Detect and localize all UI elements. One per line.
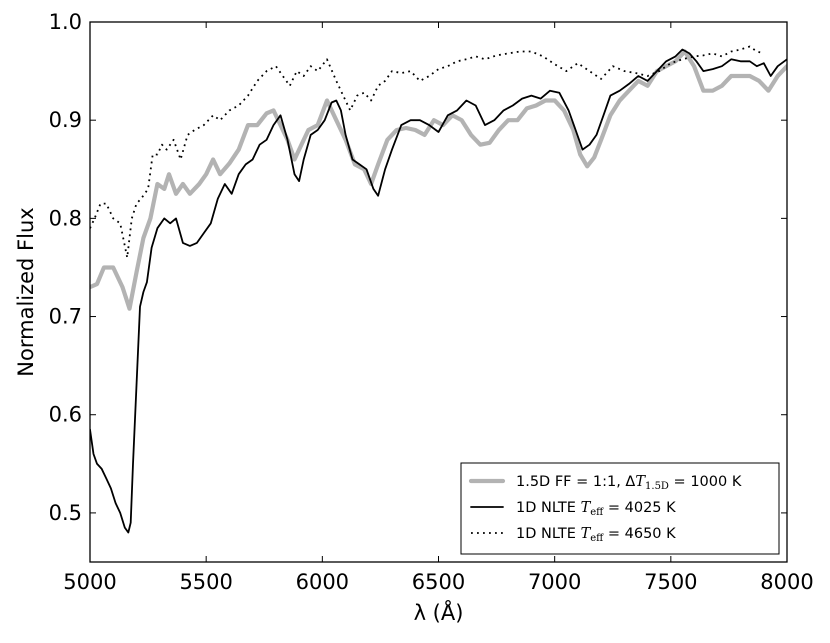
x-tick-label: 7500 — [644, 570, 697, 594]
y-tick-label: 0.8 — [49, 206, 82, 230]
ticks-layer — [89, 21, 788, 562]
series-line-1 — [90, 49, 787, 311]
x-tick-label: 6000 — [296, 570, 349, 594]
legend-label-sub: eff — [590, 507, 604, 518]
series-line-2 — [90, 48, 787, 534]
legend-label-3: 1D NLTE Teff = 4650 K — [516, 526, 676, 544]
y-tick-label: 0.6 — [49, 403, 82, 427]
x-axis-label: λ (Å) — [414, 599, 464, 625]
series-layer — [90, 45, 787, 534]
legend-label-pre: 1D NLTE — [516, 526, 581, 542]
y-tick-label: 0.7 — [49, 305, 82, 329]
legend-label-1: 1.5D FF = 1:1, ΔT1.5D = 1000 K — [516, 474, 742, 492]
legend-label-sub: 1.5D — [645, 481, 669, 492]
tick-labels-layer: 5000 5500 6000 6500 7000 7500 8000 0.5 0.6 0.7 0.8… — [49, 10, 814, 594]
legend-label-2: 1D NLTE Teff = 4025 K — [516, 500, 676, 518]
x-tick-label: 5500 — [179, 570, 232, 594]
x-tick-label: 7000 — [528, 570, 581, 594]
legend-label-post: = 4650 K — [603, 526, 676, 542]
legend-box — [460, 462, 780, 555]
x-tick-label: 8000 — [760, 570, 813, 594]
legend-label-post: = 4025 K — [603, 500, 676, 516]
legend-label-pre: 1.5D FF = 1:1, Δ — [516, 474, 635, 490]
legend-label-var: T — [581, 526, 592, 542]
legend-items: 1.5D FF = 1:1, ΔT1.5D = 1000 K1D NLTE Te… — [468, 474, 742, 544]
y-tick-label: 0.5 — [49, 501, 82, 525]
y-tick-label: 1.0 — [49, 10, 82, 34]
legend-label-var: T — [635, 474, 646, 490]
legend-label-post: = 1000 K — [669, 474, 742, 490]
legend: 1.5D FF = 1:1, ΔT1.5D = 1000 K1D NLTE Te… — [460, 462, 780, 555]
x-tick-label: 6500 — [412, 570, 465, 594]
y-axis-label: Normalized Flux — [14, 207, 38, 376]
legend-label-sub: eff — [590, 533, 604, 544]
legend-label-var: T — [581, 500, 592, 516]
y-tick-label: 0.9 — [49, 108, 82, 132]
x-tick-label: 5000 — [63, 570, 116, 594]
series-line-3 — [90, 45, 765, 259]
legend-label-pre: 1D NLTE — [516, 500, 581, 516]
